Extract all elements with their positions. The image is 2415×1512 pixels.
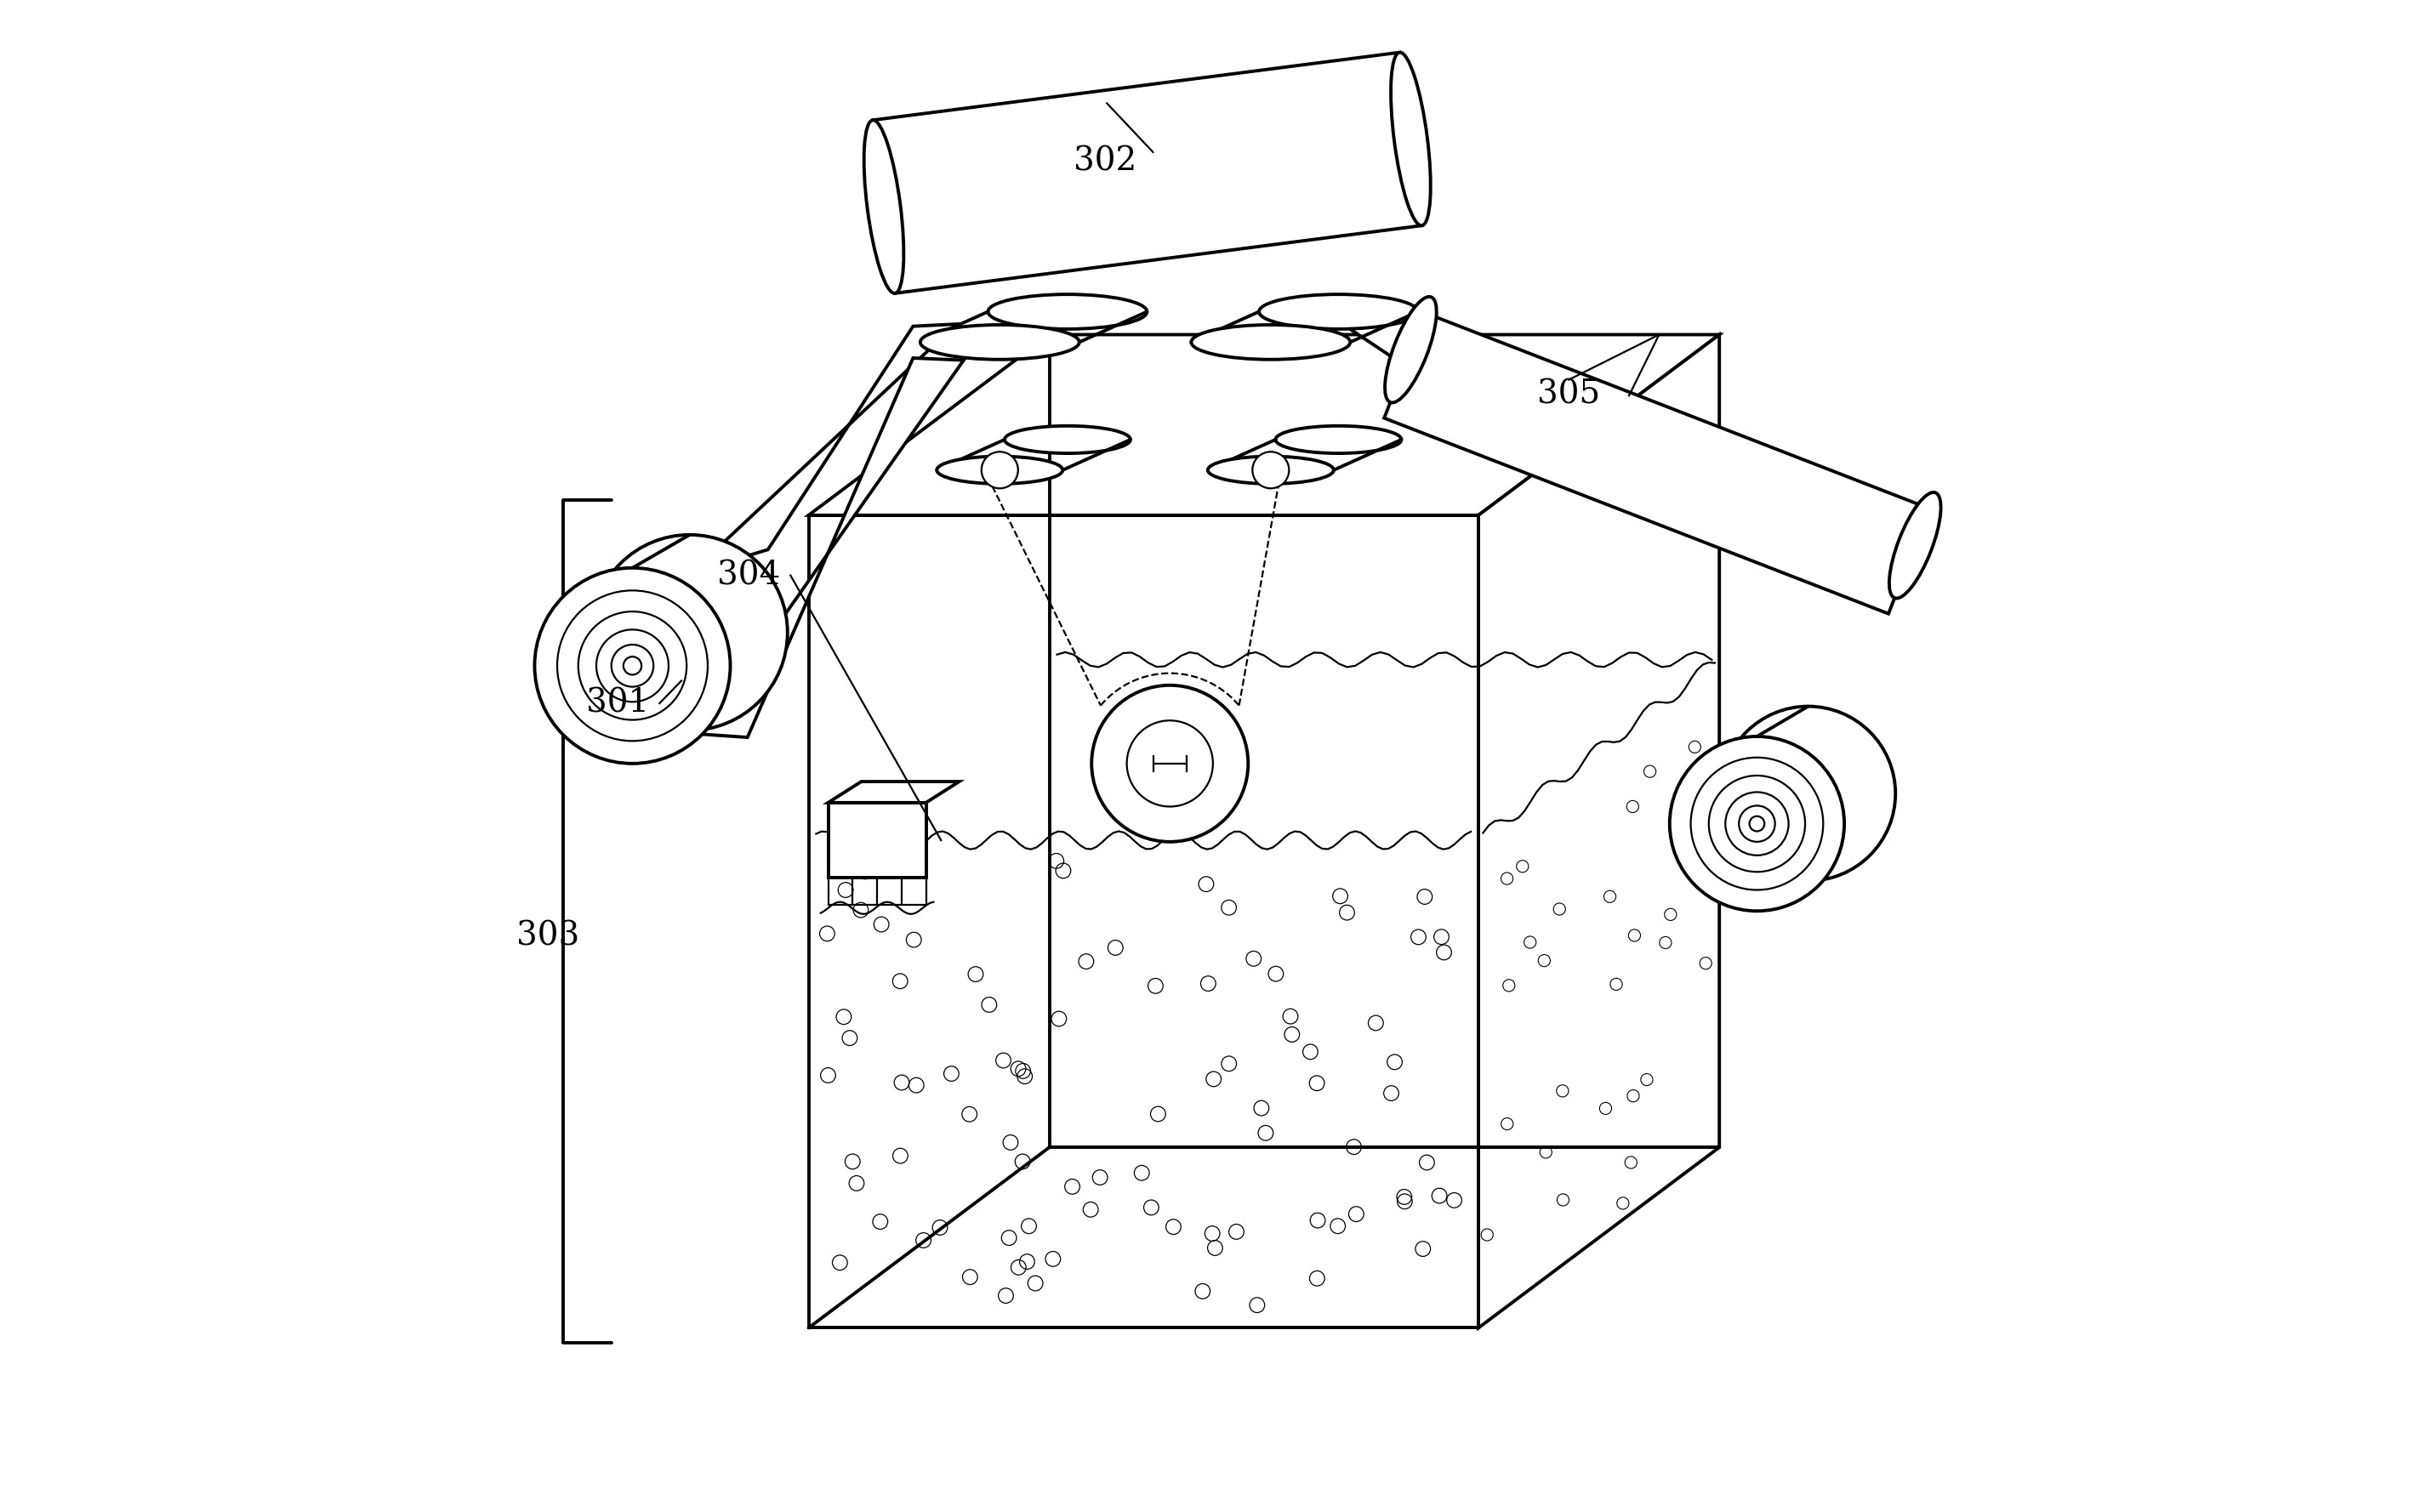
Polygon shape	[1478, 334, 1719, 1328]
Polygon shape	[1384, 313, 1930, 614]
Circle shape	[1669, 736, 1845, 912]
Ellipse shape	[988, 295, 1147, 330]
Text: 303: 303	[517, 921, 580, 953]
Ellipse shape	[1889, 493, 1942, 599]
Ellipse shape	[1191, 325, 1350, 360]
Ellipse shape	[1384, 296, 1437, 402]
Ellipse shape	[920, 325, 1080, 360]
Text: 304: 304	[717, 559, 780, 591]
Ellipse shape	[1391, 53, 1430, 225]
Ellipse shape	[937, 457, 1063, 484]
Text: 305: 305	[1538, 380, 1601, 411]
Ellipse shape	[1258, 295, 1418, 330]
Text: 301: 301	[587, 688, 650, 720]
Polygon shape	[828, 803, 925, 878]
Polygon shape	[809, 516, 1478, 1328]
Ellipse shape	[592, 535, 787, 730]
Polygon shape	[872, 53, 1422, 293]
Polygon shape	[1350, 311, 1427, 366]
Ellipse shape	[1208, 457, 1333, 484]
Circle shape	[980, 452, 1019, 488]
Ellipse shape	[1275, 426, 1401, 454]
Ellipse shape	[865, 119, 903, 293]
Polygon shape	[700, 358, 964, 738]
Circle shape	[534, 569, 729, 764]
Circle shape	[1253, 452, 1290, 488]
Circle shape	[1128, 721, 1212, 806]
Circle shape	[1092, 685, 1249, 842]
Polygon shape	[828, 782, 959, 803]
Ellipse shape	[1722, 706, 1896, 881]
Polygon shape	[809, 334, 1719, 516]
Ellipse shape	[1005, 426, 1130, 454]
Text: 302: 302	[1075, 145, 1137, 177]
Polygon shape	[691, 324, 956, 573]
